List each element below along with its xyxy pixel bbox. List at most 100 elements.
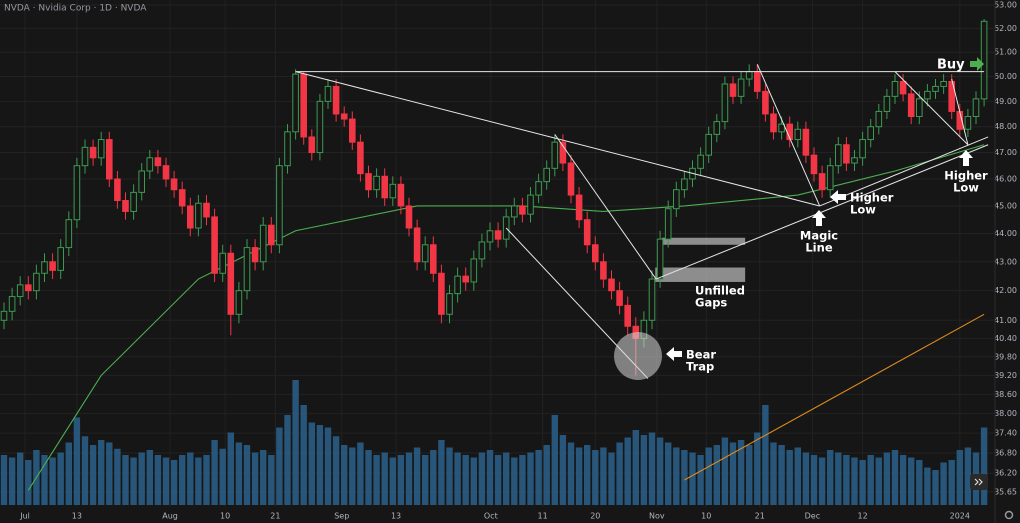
candle-body (0, 310, 8, 321)
candle-body (478, 241, 486, 260)
y-tick-label: 40.40 (994, 334, 1017, 343)
candle-body (980, 20, 988, 100)
volume-bar (316, 425, 324, 505)
volume-bar (357, 442, 364, 505)
volume-bar (624, 437, 631, 505)
volume-bar (770, 442, 777, 505)
higher-low-arrow (830, 190, 846, 204)
volume-bar (721, 437, 729, 505)
higher-low-arrow (959, 150, 973, 166)
candle-body (932, 85, 939, 92)
candle-body (875, 110, 883, 128)
volume-bar (138, 452, 145, 505)
scroll-icon (974, 478, 983, 486)
bear-trap-label: Trap (686, 360, 714, 374)
x-tick-label: Dec (805, 512, 820, 521)
volume-bar (81, 436, 89, 505)
volume-bar (438, 440, 445, 505)
candle-body (826, 165, 834, 191)
volume-bar (608, 452, 615, 505)
unfilled-gaps-label: Unfilled (695, 284, 745, 298)
candle-body (122, 200, 129, 212)
volume-bar (948, 460, 955, 505)
higher-low-label: Low (953, 181, 979, 195)
y-tick-label: 48.00 (994, 122, 1017, 131)
volume-bar (827, 450, 834, 505)
volume-bar (632, 430, 639, 505)
volume-bar (559, 435, 567, 505)
scroll-button[interactable] (970, 474, 988, 490)
volume-bar (0, 455, 8, 505)
volume-bar (446, 447, 453, 505)
volume-bar (430, 450, 437, 505)
candle-body (324, 85, 332, 102)
candle-body (373, 175, 380, 191)
candle-body (106, 139, 113, 180)
volume-bar (162, 457, 170, 505)
axes: 53.00 52.00 51.00 50.00 49.00 48.00 47.00 46.00… (19, 0, 1017, 523)
candle-body (664, 208, 672, 240)
volume-bar (543, 445, 550, 505)
volume-bar (235, 442, 243, 505)
volume-bar (616, 442, 623, 505)
y-tick-label: 43.00 (994, 257, 1017, 266)
volume-bar (219, 448, 226, 505)
volume-bar (729, 442, 737, 505)
volume-bar (665, 442, 672, 505)
candle-body (25, 284, 32, 292)
volume-bar (332, 436, 340, 505)
candle-body (713, 121, 721, 135)
candle-body (745, 71, 753, 80)
candle-body (235, 290, 243, 315)
chart-title: NVDA · Nvidia Corp · 1D · NVDA (4, 4, 147, 14)
candle-body (721, 83, 729, 123)
candle-body (413, 227, 421, 263)
candle-body (835, 144, 842, 167)
volume-bar (98, 440, 105, 505)
volume-bar (908, 457, 915, 505)
candle-body (227, 252, 235, 315)
volume-bar (146, 450, 153, 505)
volume-bar (754, 432, 761, 505)
volume-pane (0, 380, 988, 505)
volume-bar (73, 417, 81, 505)
candle-body (891, 80, 899, 97)
volume-bar (397, 455, 405, 505)
volume-bar (737, 440, 745, 505)
volume-bar (673, 447, 680, 505)
y-tick-label: 52.00 (994, 24, 1017, 33)
x-tick-label: Nov (649, 512, 665, 521)
candle-body (97, 139, 105, 159)
buy-arrow (970, 57, 984, 71)
settings-button[interactable] (1004, 510, 1014, 520)
volume-bar (470, 457, 477, 505)
volume-bar (956, 450, 963, 505)
candle-body (268, 224, 275, 246)
volume-bar (57, 452, 64, 505)
x-tick-label: 10 (701, 512, 711, 521)
candle-body (583, 219, 591, 246)
candle-body (397, 183, 405, 207)
volume-bar (41, 455, 48, 505)
candle-body (575, 194, 583, 221)
candle-body (729, 83, 737, 97)
candle-body (316, 100, 324, 154)
x-tick-label: Oct (484, 512, 498, 521)
y-tick-label: 45.00 (994, 201, 1017, 210)
candle-body (454, 275, 461, 295)
volume-bar (810, 455, 818, 505)
candle-body (551, 141, 559, 169)
candle-body (535, 181, 542, 196)
magic-line-label: Line (805, 241, 832, 255)
candle-body (624, 304, 632, 327)
candle-body (243, 247, 251, 292)
volume-bar (924, 467, 931, 505)
volume-bar (349, 447, 356, 505)
x-tick-label: 11 (538, 512, 548, 521)
candle-body (737, 78, 745, 97)
x-tick-label: 12 (858, 512, 868, 521)
volume-bar (478, 452, 486, 505)
candle-body (754, 71, 761, 92)
volume-bar (494, 455, 502, 505)
